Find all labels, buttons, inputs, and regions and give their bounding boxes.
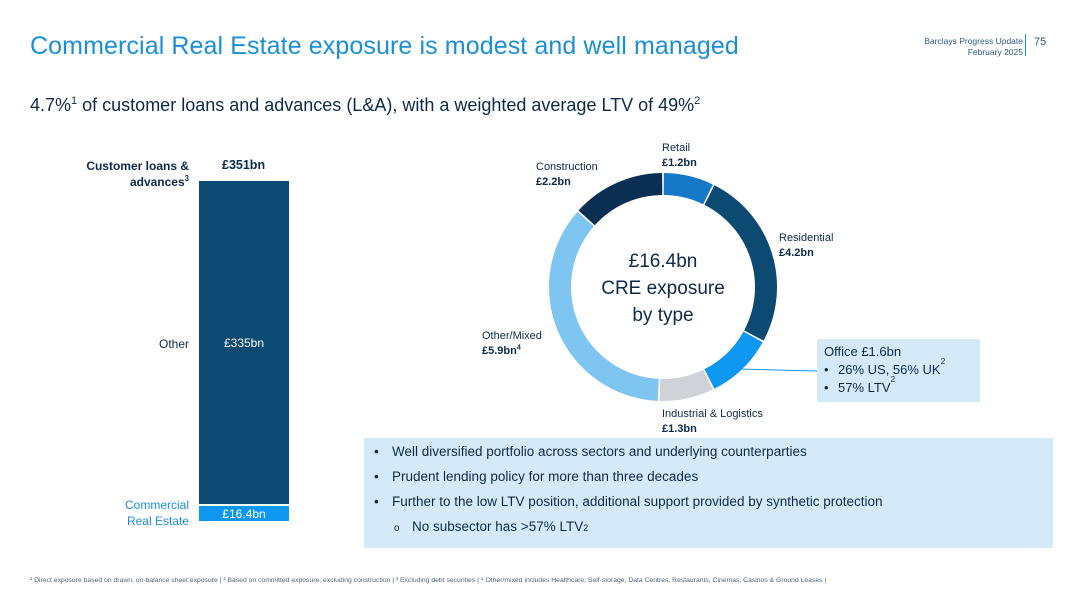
donut-slice-industrial-logistics xyxy=(659,369,713,401)
donut-slice-residential xyxy=(704,185,777,341)
office-bullet-2: • 57% LTV 2 xyxy=(824,374,896,395)
bullet-dot: • xyxy=(374,444,379,459)
slice-value: £5.9bn4 xyxy=(482,343,521,357)
bullet-dot: • xyxy=(824,380,829,395)
key-point: • Well diversified portfolio across secto… xyxy=(374,444,807,459)
slice-label-construction: Construction £2.2bn xyxy=(536,160,598,190)
key-point: • Further to the low LTV position, additi… xyxy=(374,494,883,509)
bullet-dot: • xyxy=(374,469,379,484)
bar-segment-other xyxy=(199,181,289,504)
subtitle-fn1: 1 xyxy=(71,95,78,107)
slice-value: £1.2bn xyxy=(662,157,697,169)
slice-label-residential: Residential £4.2bn xyxy=(779,231,833,261)
office-callout-line xyxy=(742,368,818,372)
center-line3: by type xyxy=(632,305,694,326)
slice-name: Retail xyxy=(662,142,691,154)
bar-header-label: Customer loans & advances3 xyxy=(86,158,189,190)
brand-line: Barclays Progress Update xyxy=(924,36,1023,46)
page-title: Commercial Real Estate exposure is modes… xyxy=(30,32,739,60)
bar-header-line2: advances3 xyxy=(129,174,189,189)
page-number: 75 xyxy=(1034,36,1047,48)
slice-label-industrial: Industrial & Logistics £1.3bn xyxy=(662,407,763,437)
footnotes: ¹ Direct exposure based on drawn, on-bal… xyxy=(30,577,827,584)
subtitle-text: of customer loans and advances (L&A), wi… xyxy=(77,95,695,115)
key-sub-point: o No subsector has >57% LTV 2 xyxy=(394,519,589,534)
slice-value: £1.3bn xyxy=(662,423,697,435)
bar-value-other: £335bn xyxy=(223,336,265,350)
bar-series-label-other: Other xyxy=(158,337,189,351)
donut-slice-office xyxy=(704,331,763,389)
center-line2: CRE exposure xyxy=(601,278,725,299)
cre-label-line2: Real Estate xyxy=(126,514,189,528)
slice-name: Other/Mixed xyxy=(482,330,542,342)
slice-label-retail: Retail £1.2bn xyxy=(662,141,697,171)
subtitle: 4.7%1 of customer loans and advances (L&… xyxy=(30,95,700,116)
key-points-panel: • Well diversified portfolio across secto… xyxy=(364,438,1053,548)
center-line1: £16.4bn xyxy=(628,251,698,272)
key-point: • Prudent lending policy for more than th… xyxy=(374,469,699,484)
slice-value: £2.2bn xyxy=(536,176,571,188)
cre-label-line1: Commercial xyxy=(124,498,189,512)
bar-value-cre: £16.4bn xyxy=(222,507,266,521)
slice-label-other-mixed: Other/Mixed £5.9bn4 xyxy=(482,329,542,359)
donut-slice-construction xyxy=(578,173,663,226)
bar-header-line1: Customer loans & xyxy=(86,159,189,173)
header-divider xyxy=(1025,34,1026,56)
slice-name: Industrial & Logistics xyxy=(662,408,763,420)
subtitle-fn2: 2 xyxy=(694,95,701,107)
office-title: Office £1.6bn xyxy=(824,344,902,359)
subtitle-pct: 4.7% xyxy=(30,95,72,115)
bullet-dot: • xyxy=(824,362,829,377)
brand-header: Barclays Progress Update February 2025 xyxy=(924,36,1023,58)
slice-name: Residential xyxy=(779,232,834,244)
slice-value: £4.2bn xyxy=(779,247,814,259)
center-text: £16.4bn CRE exposure by type xyxy=(583,248,743,329)
office-callout: Office £1.6bn • 26% US, 56% UK 2 • 57% LTV 2 xyxy=(817,339,980,402)
donut-slice-retail xyxy=(663,173,713,205)
bar-segment-cre xyxy=(199,506,289,521)
office-bullet-1: • 26% US, 56% UK 2 xyxy=(824,356,946,377)
slice-name: Construction xyxy=(536,161,598,173)
bar-series-label-cre: Commercial Real Estate xyxy=(125,497,189,529)
date-line: February 2025 xyxy=(967,47,1023,57)
donut-slice-other-mixed xyxy=(549,211,659,401)
bar-total-label: £351bn xyxy=(222,158,266,172)
bullet-dot: • xyxy=(374,494,379,509)
sub-bullet: o xyxy=(394,523,400,534)
